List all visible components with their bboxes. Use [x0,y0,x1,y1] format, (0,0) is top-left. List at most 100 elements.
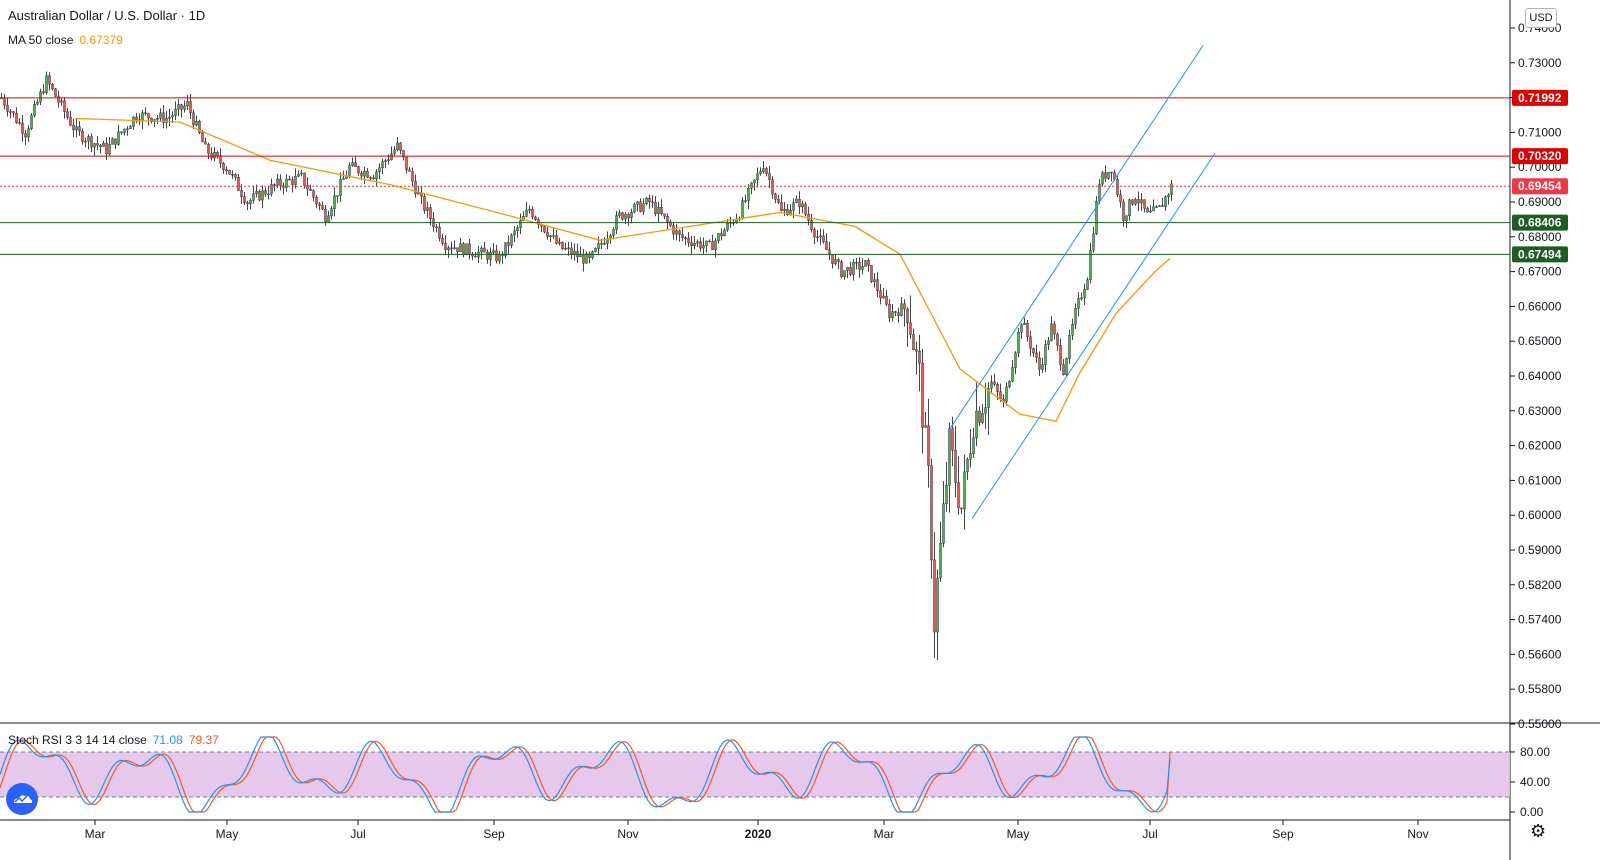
candle-body [555,235,558,244]
symbol-legend[interactable]: Australian Dollar / U.S. Dollar · 1D [8,8,205,23]
stoch-k-value: 71.08 [152,733,183,747]
candle-body [783,208,786,211]
channel-lower-line[interactable] [971,153,1216,519]
candle-body [66,111,69,118]
ma-legend[interactable]: MA 50 close 0.67379 [8,33,123,47]
candle-body [366,170,369,178]
price-axis[interactable]: 0.740000.730000.720000.710000.700000.690… [1510,21,1562,731]
candle-body [954,450,957,483]
time-axis[interactable]: Mar May Jul Sep Nov 2020 Mar May Jul Sep Nov [85,820,1429,841]
candle-body [306,185,309,190]
candle-body [528,209,531,211]
currency-button[interactable]: USD [1525,8,1557,28]
candle-body [984,407,987,414]
candle-body [1152,206,1155,212]
candle-body [426,207,429,211]
candle-body [876,279,879,292]
candle-body [570,247,573,255]
candle-body [966,459,969,473]
candle-body [780,202,783,211]
candle-body [1170,183,1173,196]
candle-body [258,191,261,201]
candle-body [246,202,249,205]
candle-body [819,235,822,238]
price-tag-box [1512,148,1568,165]
candle-body [633,204,636,213]
candle-body [24,133,27,138]
candle-body [39,91,42,103]
candle-body [678,230,681,235]
candle-body [534,216,537,220]
horizontal-levels[interactable] [0,97,1510,255]
candle-body [201,132,204,143]
candle-body [6,104,9,112]
candle-body [141,112,144,122]
candle-body [600,243,603,245]
candle-body [399,142,402,151]
symbol-title[interactable]: Australian Dollar / U.S. Dollar · 1D [8,8,206,23]
candle-body [51,83,54,89]
candle-body [84,140,87,143]
candle-body [48,75,51,85]
candle-body [1080,297,1083,300]
candle-body [1077,298,1080,309]
time-tick-label: Mar [85,827,106,841]
candle-body [696,241,699,244]
candle-body [372,177,375,180]
candle-body [513,230,516,236]
candle-body [243,196,246,203]
candle-body [78,126,81,132]
price-tick-label: 0.66000 [1518,299,1562,313]
candle-body [81,130,84,142]
candle-body [606,238,609,244]
candle-body [1167,194,1170,197]
time-tick-label: Nov [617,827,638,841]
candle-body [909,322,912,335]
candle-body [300,172,303,175]
candle-body [204,141,207,145]
candle-body [162,112,165,123]
candle-body [618,212,621,216]
price-tick-label: 0.59000 [1518,543,1562,557]
gear-icon[interactable]: ⚙ [1530,821,1547,841]
candle-body [213,152,216,159]
candle-body [348,165,351,176]
candle-body [663,213,666,217]
candle-body [93,143,96,148]
candle-body [645,198,648,205]
candle-body [1095,201,1098,235]
channel-upper-line[interactable] [947,45,1204,432]
tradingview-cloud-icon[interactable] [6,783,38,815]
candle-body [885,295,888,305]
candle-body [1029,336,1032,349]
candle-body [264,190,267,195]
stoch-rsi-k-line [0,736,1171,813]
candle-body [267,193,270,196]
candle-body [357,166,360,174]
time-tick-label: Mar [874,827,895,841]
candle-body [255,191,258,195]
candle-body [396,142,399,151]
stoch-legend[interactable]: Stoch RSI 3 3 14 14 close 71.08 79.37 [8,733,219,747]
candle-body [522,216,525,221]
candle-body [918,350,921,364]
stoch-axis: 80.00 40.00 0.00 [1510,745,1550,819]
candle-body [795,198,798,203]
candle-body [12,111,15,114]
candle-body [1008,380,1011,387]
time-tick-label: 2020 [745,827,772,841]
price-tick-label: 0.55800 [1518,682,1562,696]
candle-body [594,248,597,252]
candle-body [324,208,327,223]
time-tick-label: Nov [1407,827,1428,841]
candle-body [189,101,192,113]
candle-body [507,242,510,246]
candle-body [693,242,696,247]
candle-body [624,214,627,220]
candle-body [405,156,408,171]
candle-body [957,482,960,509]
price-tag-box [1512,178,1568,195]
candle-body [156,117,159,120]
candle-body [72,124,75,131]
